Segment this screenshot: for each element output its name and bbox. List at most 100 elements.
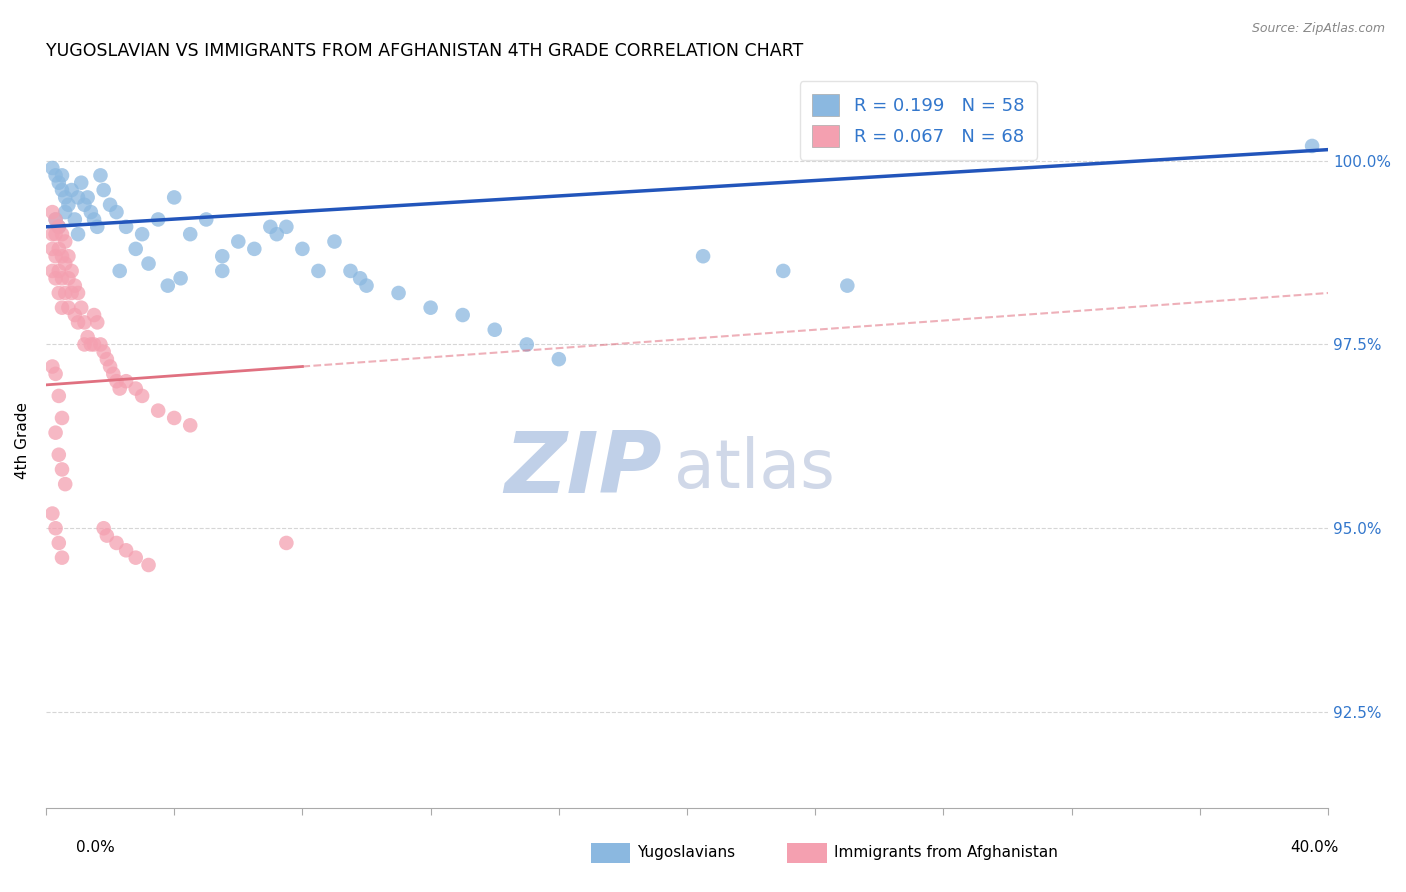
Point [58, 249, 80, 263]
Point [45, 367, 67, 381]
Point [83, 337, 105, 351]
Point [146, 212, 169, 227]
Point [41, 242, 63, 256]
Point [356, 278, 378, 293]
Point [51, 411, 73, 425]
Point [516, 337, 538, 351]
Point [259, 219, 281, 234]
Text: 0.0%: 0.0% [76, 840, 115, 855]
Point [89, 169, 111, 183]
Point [45, 212, 67, 227]
Point [60, 264, 83, 278]
Point [276, 219, 298, 234]
Point [243, 242, 266, 256]
Point [138, 558, 160, 572]
Legend: R = 0.199   N = 58, R = 0.067   N = 68: R = 0.199 N = 58, R = 0.067 N = 68 [800, 81, 1038, 160]
Point [58, 301, 80, 315]
Point [76, 190, 98, 204]
Point [70, 176, 93, 190]
Point [51, 301, 73, 315]
Point [70, 301, 93, 315]
Text: atlas: atlas [675, 436, 835, 502]
Point [80, 337, 103, 351]
Point [226, 235, 249, 249]
Point [179, 227, 201, 242]
Point [51, 227, 73, 242]
Text: YUGOSLAVIAN VS IMMIGRANTS FROM AFGHANISTAN 4TH GRADE CORRELATION CHART: YUGOSLAVIAN VS IMMIGRANTS FROM AFGHANIST… [46, 42, 803, 60]
Point [48, 176, 70, 190]
Point [307, 264, 329, 278]
Point [53, 256, 76, 270]
Point [108, 382, 131, 396]
Point [125, 550, 148, 565]
Point [93, 521, 115, 535]
Point [45, 169, 67, 183]
Point [115, 543, 138, 558]
Point [138, 256, 160, 270]
Point [105, 374, 128, 388]
Point [323, 235, 346, 249]
Text: Immigrants from Afghanistan: Immigrants from Afghanistan [834, 846, 1057, 860]
Point [105, 536, 128, 550]
Point [41, 507, 63, 521]
Point [89, 337, 111, 351]
Point [98, 198, 121, 212]
Point [86, 219, 108, 234]
Point [58, 198, 80, 212]
Point [41, 161, 63, 175]
Point [58, 271, 80, 285]
Point [48, 448, 70, 462]
Point [51, 169, 73, 183]
Point [60, 183, 83, 197]
Point [195, 212, 218, 227]
Point [51, 462, 73, 476]
Point [41, 264, 63, 278]
Point [387, 285, 409, 300]
Point [115, 374, 138, 388]
Point [45, 521, 67, 535]
Text: ZIP: ZIP [503, 428, 661, 511]
Point [103, 367, 125, 381]
Point [76, 330, 98, 344]
Point [83, 212, 105, 227]
Point [73, 198, 96, 212]
Text: 40.0%: 40.0% [1291, 840, 1339, 855]
Point [547, 352, 569, 367]
Point [63, 278, 86, 293]
Point [48, 389, 70, 403]
Point [63, 212, 86, 227]
Point [163, 190, 186, 204]
Point [1301, 139, 1323, 153]
Point [131, 389, 153, 403]
Point [179, 418, 201, 433]
Point [53, 190, 76, 204]
Point [156, 278, 179, 293]
Point [169, 271, 191, 285]
Point [93, 344, 115, 359]
Point [163, 411, 186, 425]
Point [53, 477, 76, 491]
Point [276, 536, 298, 550]
Point [51, 183, 73, 197]
Point [48, 219, 70, 234]
Point [772, 264, 794, 278]
Point [66, 285, 89, 300]
Point [60, 285, 83, 300]
Point [73, 315, 96, 329]
Point [451, 308, 474, 322]
Point [41, 205, 63, 219]
Point [66, 190, 89, 204]
Point [837, 278, 859, 293]
Point [93, 183, 115, 197]
Point [48, 285, 70, 300]
Point [73, 337, 96, 351]
Point [48, 242, 70, 256]
Point [266, 227, 288, 242]
Text: Yugoslavians: Yugoslavians [637, 846, 735, 860]
Point [291, 242, 314, 256]
Point [48, 536, 70, 550]
Point [53, 205, 76, 219]
Point [41, 227, 63, 242]
Point [45, 425, 67, 440]
Point [98, 359, 121, 374]
